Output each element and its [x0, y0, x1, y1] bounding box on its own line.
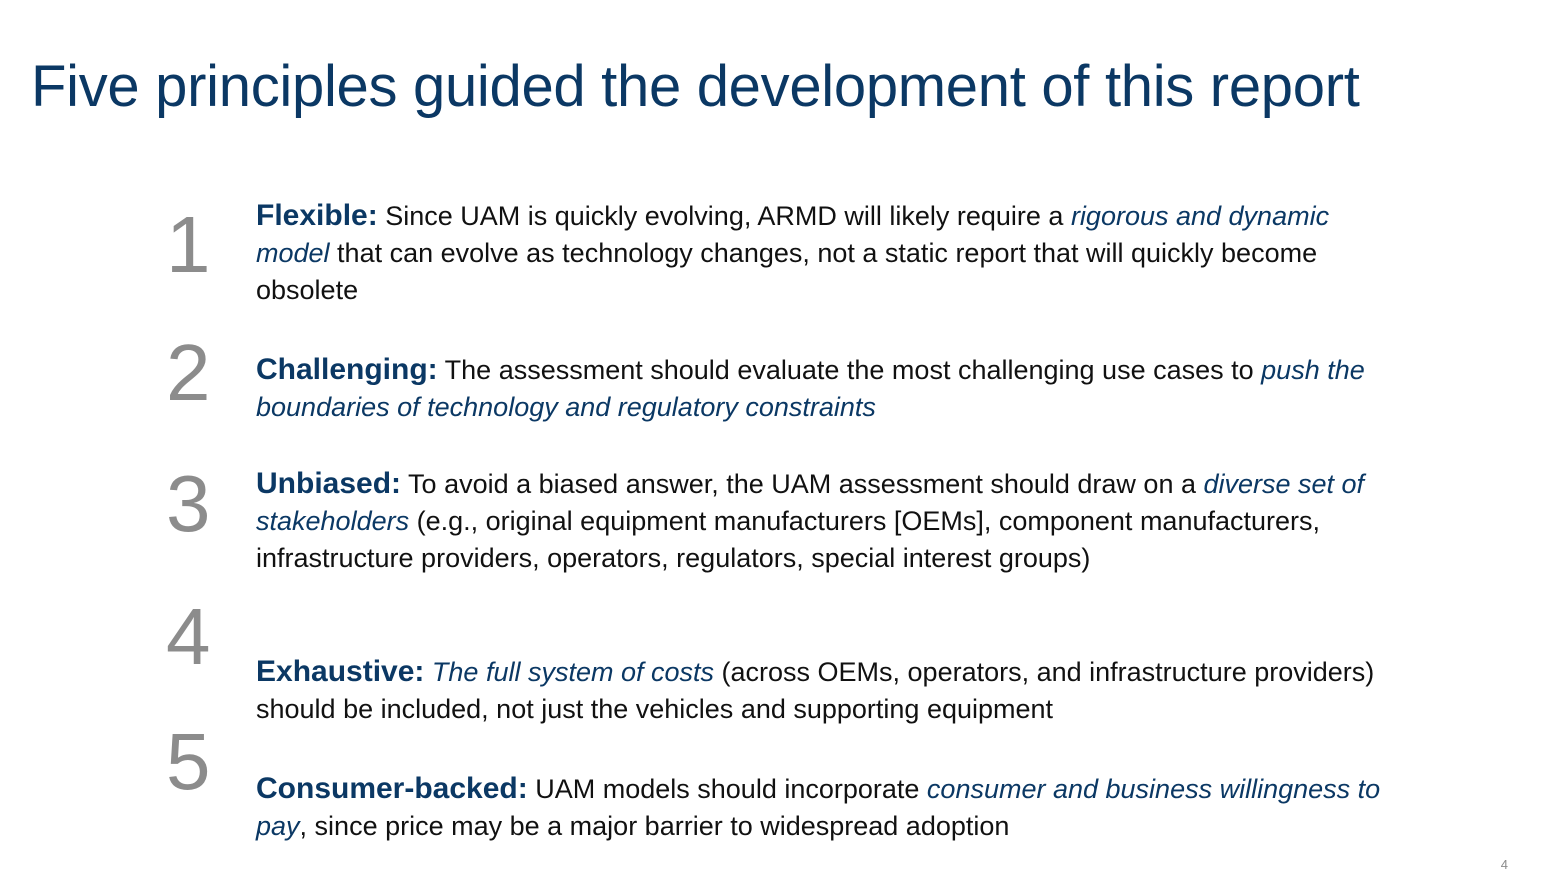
principle-number-4: 4 — [166, 592, 211, 681]
page-number: 4 — [1500, 857, 1508, 872]
principle-number-5: 5 — [166, 717, 211, 806]
principle-number-1: 1 — [166, 200, 211, 289]
principle-1-text-2: that can evolve as technology changes, n… — [256, 238, 1318, 305]
principle-4-emphasis: The full system of costs — [431, 657, 715, 687]
principle-5-emphasis: consumer and business willingness to pay — [256, 774, 1381, 841]
principle-4-text-1 — [424, 657, 432, 687]
principle-1: Flexible: Since UAM is quickly evolving,… — [256, 197, 1386, 309]
principle-5-text-1: UAM models should incorporate — [527, 774, 927, 804]
principle-1-text-1: Since UAM is quickly evolving, ARMD will… — [377, 201, 1071, 231]
principle-4-lead: Exhaustive: — [256, 655, 425, 688]
principle-2-emphasis: push the boundaries of technology and re… — [256, 355, 1365, 422]
principle-5-lead: Consumer-backed: — [256, 772, 528, 805]
principle-3-text-2: (e.g., original equipment manufacturers … — [256, 506, 1321, 573]
principle-4-text-2: (across OEMs, operators, and infrastruct… — [256, 657, 1375, 724]
principle-1-lead: Flexible: — [256, 199, 378, 232]
principle-3-emphasis: diverse set of stakeholders — [256, 469, 1365, 536]
principle-2-text-1: The assessment should evaluate the most … — [437, 355, 1262, 385]
principle-2: Challenging: The assessment should evalu… — [256, 351, 1386, 426]
principle-5-text-2: , since price may be a major barrier to … — [299, 811, 1010, 841]
principle-3: Unbiased: To avoid a biased answer, the … — [256, 465, 1386, 577]
principle-1-emphasis: rigorous and dynamic model — [256, 201, 1330, 268]
principle-3-lead: Unbiased: — [256, 467, 402, 500]
principle-5: Consumer-backed: UAM models should incor… — [256, 770, 1386, 845]
principle-3-text-1: To avoid a biased answer, the UAM assess… — [401, 469, 1204, 499]
principle-2-lead: Challenging: — [256, 353, 438, 386]
principle-number-2: 2 — [166, 328, 211, 417]
slide-title: Five principles guided the development o… — [31, 54, 1360, 119]
principle-4: Exhaustive: The full system of costs (ac… — [256, 653, 1386, 728]
principle-number-3: 3 — [166, 459, 211, 548]
